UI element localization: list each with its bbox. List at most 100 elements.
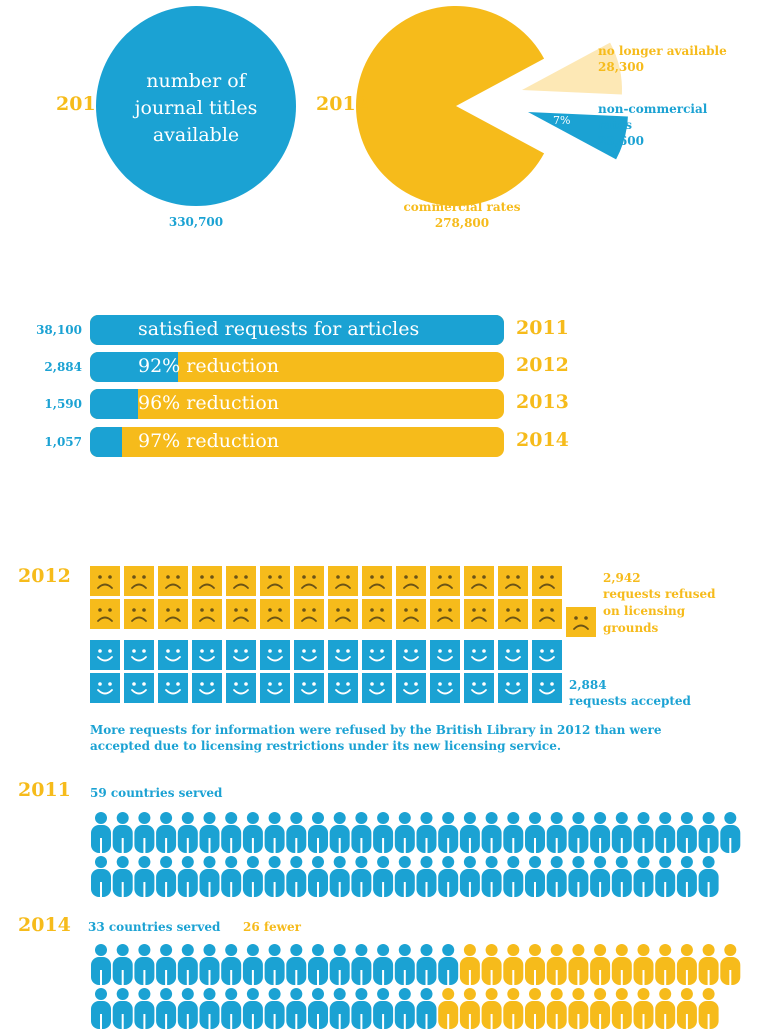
person-icon-74 (417, 944, 437, 985)
face-square (430, 566, 460, 596)
face-eye (438, 649, 442, 653)
person-head (703, 856, 715, 868)
face-eye (540, 608, 544, 612)
person-leg-gap (230, 882, 232, 897)
person-head (290, 988, 302, 1000)
bar-label-2014: 97% reduction (138, 430, 279, 452)
person-leg-gap (556, 882, 558, 897)
happy-face-42 (532, 640, 562, 670)
happy-face-41 (498, 640, 528, 670)
person-icon-68 (286, 944, 306, 985)
person-head (572, 812, 584, 824)
person-leg-gap (556, 838, 558, 853)
face-eye (404, 682, 408, 686)
person-head (312, 988, 324, 1000)
sad-face-20 (294, 599, 324, 629)
face-eye (448, 682, 452, 686)
face-square (158, 673, 188, 703)
person-icon-46 (438, 856, 458, 897)
sad-face-12 (498, 566, 528, 596)
person-head (421, 856, 433, 868)
face-square (90, 599, 120, 629)
person-icon-83 (612, 944, 632, 985)
happy-face-52 (396, 673, 426, 703)
person-head (117, 856, 129, 868)
person-icon-102 (373, 988, 393, 1029)
person-icon-30 (91, 856, 111, 897)
happy-face-33 (226, 640, 256, 670)
face-eye (166, 649, 170, 653)
face-eye (98, 649, 102, 653)
person-icon-79 (525, 944, 545, 985)
person-leg-gap (686, 882, 688, 897)
person-leg-gap (317, 882, 319, 897)
face-eye (370, 649, 374, 653)
person-leg-gap (729, 838, 731, 853)
face-eye (414, 682, 418, 686)
person-leg-gap (209, 1014, 211, 1029)
person-head (182, 944, 194, 956)
bar-value-2012: 2,884 (6, 360, 82, 374)
face-eye (234, 575, 238, 579)
person-leg-gap (512, 970, 514, 985)
person-icon-103 (395, 988, 415, 1029)
person-leg-gap (143, 1014, 145, 1029)
face-eye (482, 649, 486, 653)
countries-year-2011: 2011 (18, 779, 71, 801)
person-head (117, 812, 129, 824)
person-leg-gap (360, 838, 362, 853)
face-eye (482, 575, 486, 579)
person-leg-gap (360, 970, 362, 985)
person-icon-0 (91, 812, 111, 853)
person-icon-6 (221, 812, 241, 853)
face-square (532, 599, 562, 629)
face-eye (312, 608, 316, 612)
face-eye (244, 575, 248, 579)
person-leg-gap (469, 1014, 471, 1029)
person-head (355, 856, 367, 868)
face-eye (472, 608, 476, 612)
person-leg-gap (447, 970, 449, 985)
person-icon-84 (634, 944, 654, 985)
refusals-note-line2: accepted due to licensing restrictions u… (90, 738, 561, 754)
person-icon-31 (113, 856, 133, 897)
face-square (498, 599, 528, 629)
person-head (659, 856, 671, 868)
person-head (638, 812, 650, 824)
pie-2012 (356, 6, 628, 206)
person-head (334, 944, 346, 956)
sad-face-11 (464, 566, 494, 596)
face-eye (278, 682, 282, 686)
face-square (430, 640, 460, 670)
face-square (192, 566, 222, 596)
person-head (269, 812, 281, 824)
person-leg-gap (729, 970, 731, 985)
happy-face-30 (124, 640, 154, 670)
person-leg-gap (577, 970, 579, 985)
person-icon-8 (265, 812, 285, 853)
face-eye (506, 682, 510, 686)
person-leg-gap (664, 882, 666, 897)
person-icon-5 (200, 812, 220, 853)
person-head (269, 944, 281, 956)
face-eye (98, 608, 102, 612)
person-head (551, 812, 563, 824)
person-leg-gap (599, 838, 601, 853)
person-icon-88 (720, 944, 740, 985)
person-icon-76 (460, 944, 480, 985)
circle-label-line1: number of (96, 68, 296, 95)
face-eye (200, 608, 204, 612)
person-icon-17 (460, 812, 480, 853)
person-icon-2 (134, 812, 154, 853)
person-head (659, 812, 671, 824)
face-square (260, 673, 290, 703)
person-leg-gap (491, 882, 493, 897)
face-square (396, 566, 426, 596)
person-leg-gap (426, 970, 428, 985)
person-head (399, 856, 411, 868)
person-icon-77 (482, 944, 502, 985)
bar-year-2011: 2011 (516, 317, 569, 339)
person-leg-gap (643, 882, 645, 897)
face-eye (108, 608, 112, 612)
person-icon-51 (547, 856, 567, 897)
